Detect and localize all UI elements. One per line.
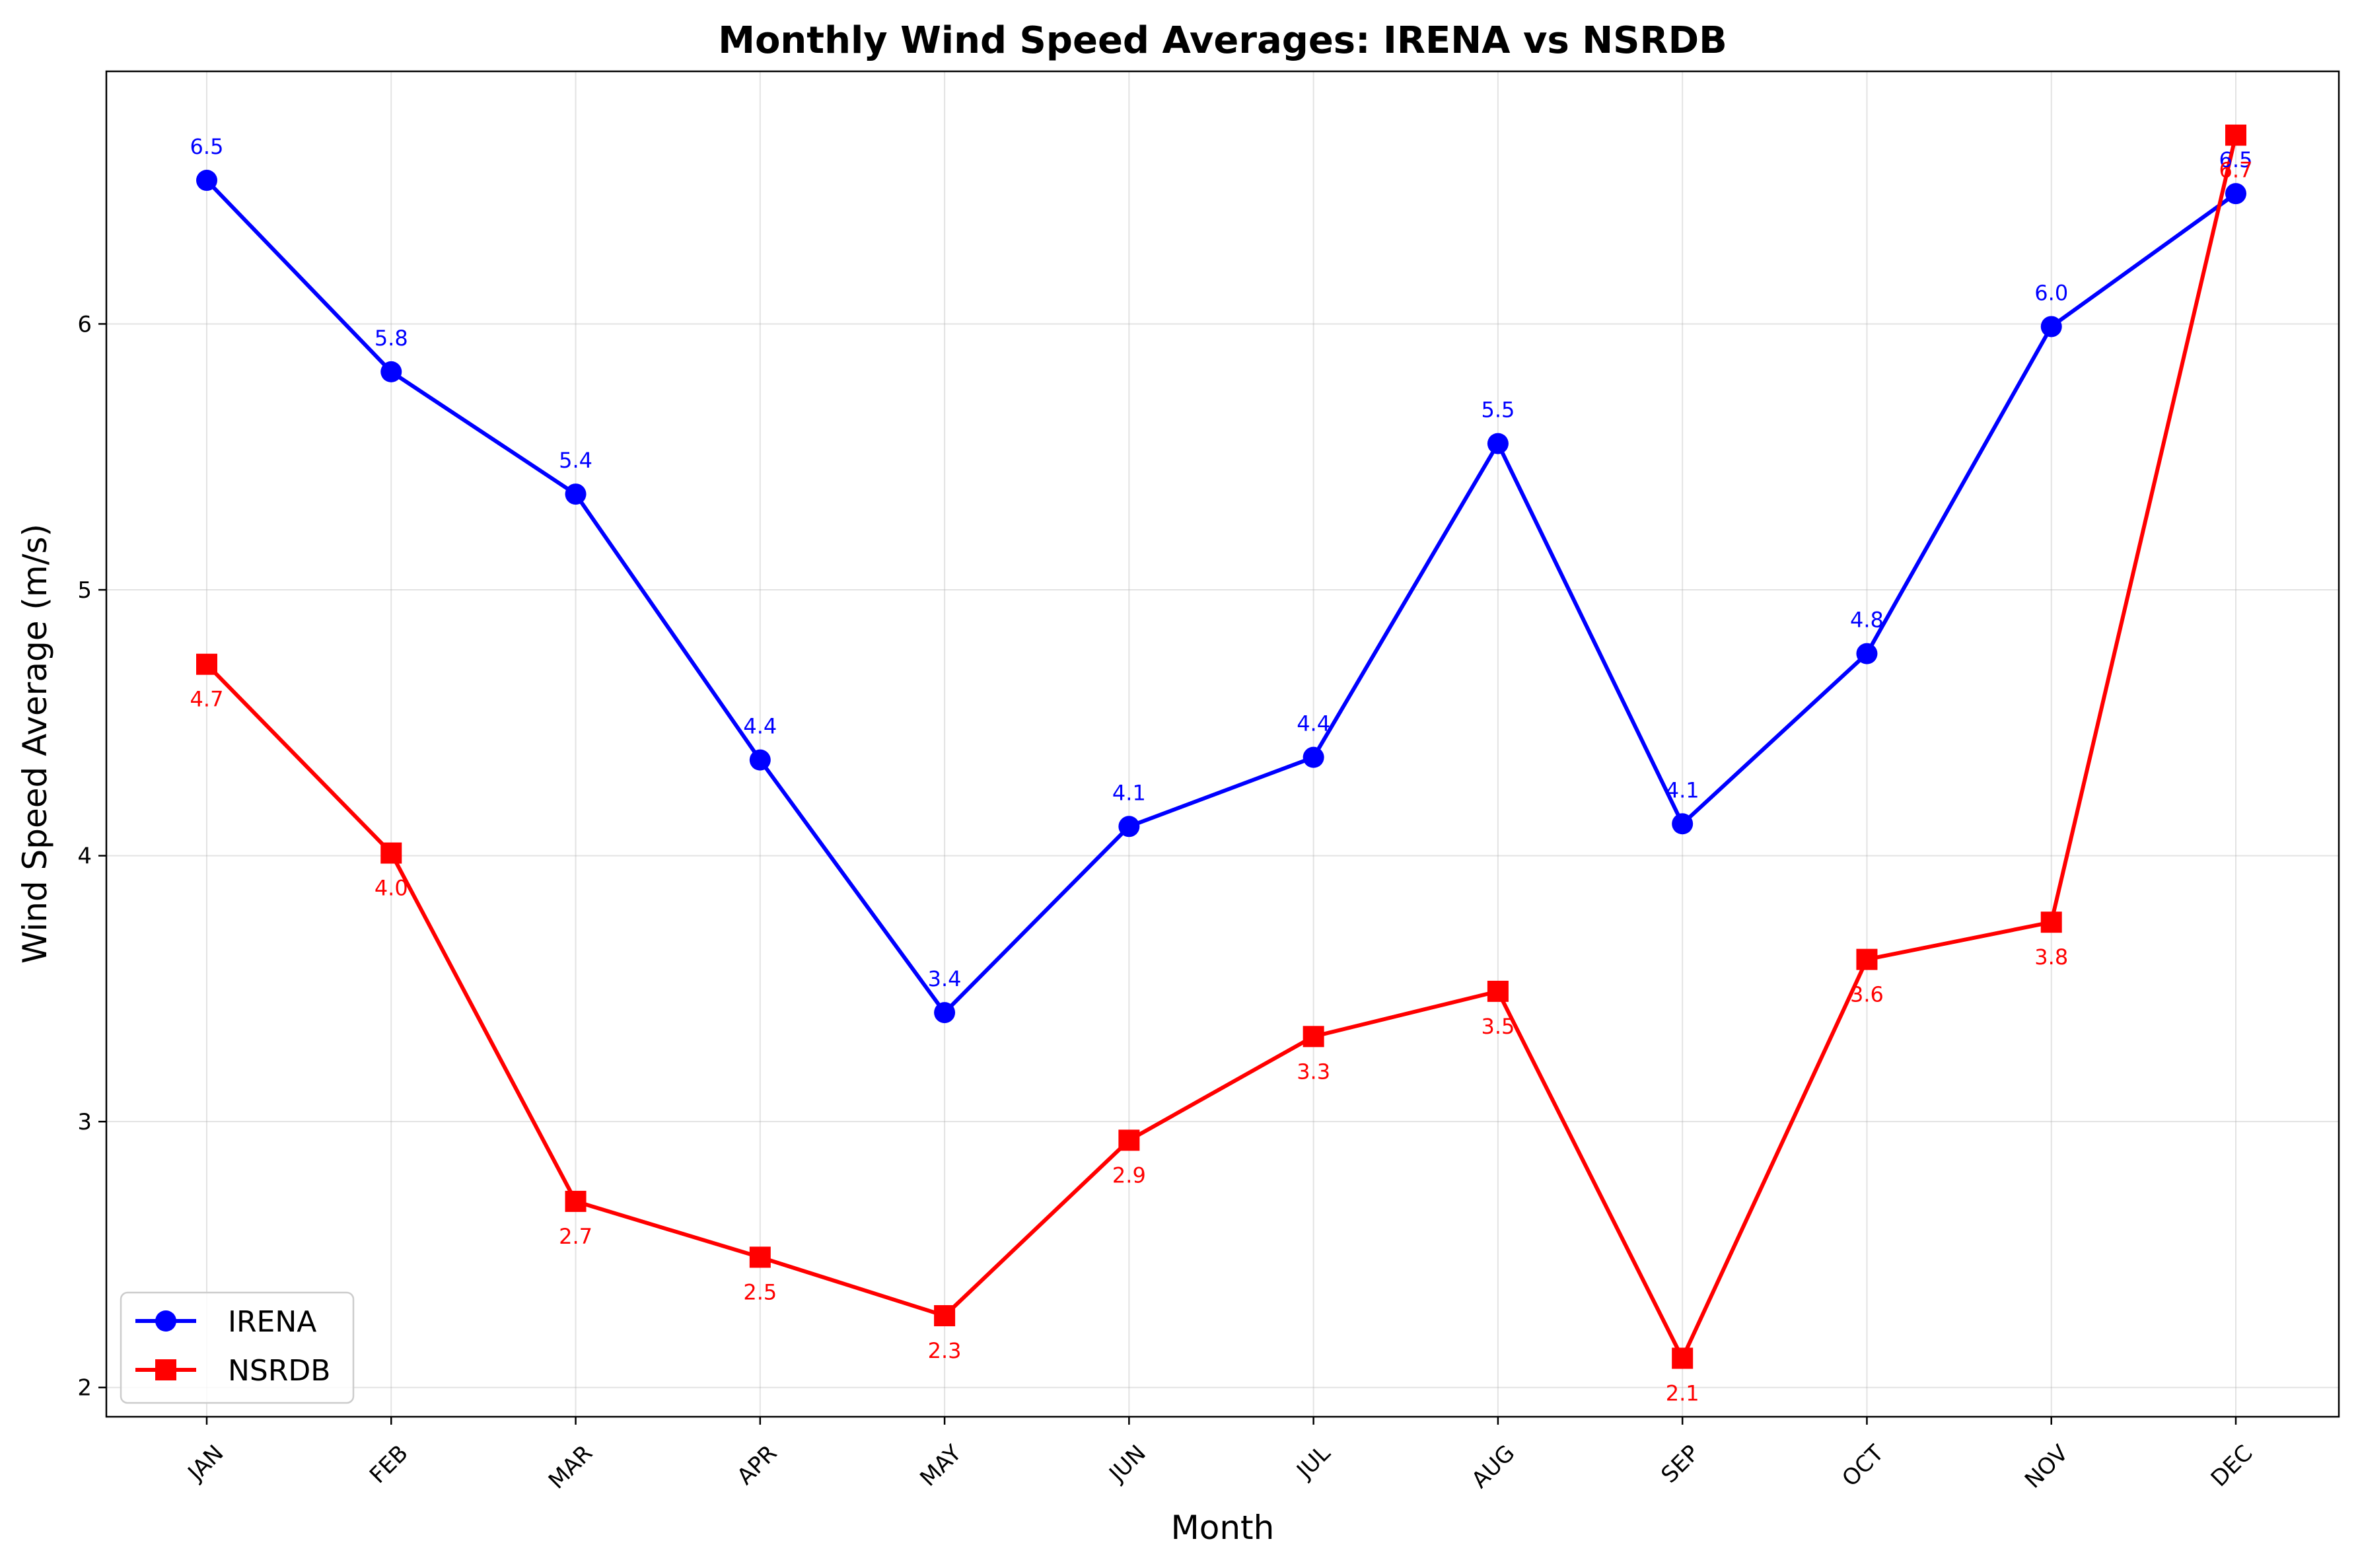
data-point-nsrdb: [196, 653, 217, 675]
data-label-nsrdb: 4.0: [375, 876, 408, 901]
data-label-irena: 3.4: [928, 966, 962, 991]
data-point-irena: [1856, 643, 1878, 664]
data-point-nsrdb: [2040, 911, 2062, 933]
data-point-irena: [380, 361, 402, 382]
legend: IRENA NSRDB: [120, 1291, 355, 1404]
data-label-irena: 5.8: [375, 326, 408, 351]
data-point-nsrdb: [1672, 1347, 1694, 1369]
legend-irena-marker: [155, 1310, 176, 1332]
data-label-nsrdb: 2.1: [1666, 1380, 1699, 1406]
data-point-nsrdb: [1118, 1129, 1140, 1151]
grid-lines: [106, 71, 2339, 1417]
y-tick-label: 4: [77, 843, 92, 870]
data-point-irena: [196, 170, 217, 192]
data-point-nsrdb: [934, 1305, 956, 1327]
data-point-irena: [565, 483, 587, 505]
data-label-nsrdb: 4.7: [190, 687, 224, 712]
plot-frame: [105, 70, 2340, 1418]
data-point-irena: [1118, 816, 1140, 837]
data-point-irena: [1303, 746, 1324, 768]
data-point-nsrdb: [749, 1246, 771, 1268]
legend-irena-label: IRENA: [228, 1305, 316, 1339]
y-axis-label: Wind Speed Average (m/s): [16, 524, 54, 964]
data-label-irena: 4.1: [1666, 777, 1699, 802]
data-label-nsrdb: 3.8: [2034, 944, 2068, 970]
data-label-irena: 4.8: [1850, 608, 1884, 633]
data-point-irena: [1672, 813, 1694, 835]
data-label-irena: 5.4: [559, 448, 592, 473]
legend-nsrdb-marker: [155, 1359, 176, 1380]
data-label-irena: 4.4: [743, 714, 777, 739]
data-point-irena: [2225, 183, 2246, 205]
y-tick-label: 3: [77, 1109, 92, 1135]
y-tick-label: 5: [77, 577, 92, 604]
data-point-nsrdb: [1856, 948, 1878, 970]
data-point-nsrdb: [1487, 980, 1509, 1002]
data-label-nsrdb: 3.6: [1850, 982, 1884, 1007]
legend-nsrdb-label: NSRDB: [228, 1354, 330, 1388]
data-label-nsrdb: 2.3: [928, 1338, 962, 1363]
data-point-irena: [934, 1002, 956, 1024]
data-point-nsrdb: [2225, 124, 2246, 146]
data-label-nsrdb: 6.7: [2219, 158, 2253, 183]
data-label-irena: 5.5: [1481, 398, 1515, 423]
series-layer: [196, 124, 2246, 1369]
y-tick-label: 2: [77, 1375, 92, 1402]
data-label-nsrdb: 3.3: [1297, 1059, 1330, 1084]
data-label-nsrdb: 2.7: [559, 1224, 592, 1249]
x-axis-label: Month: [1171, 1509, 1275, 1547]
data-label-irena: 6.5: [190, 134, 224, 159]
data-label-nsrdb: 3.5: [1481, 1014, 1515, 1039]
y-tick-label: 6: [77, 311, 92, 338]
data-point-irena: [749, 749, 771, 771]
data-label-nsrdb: 2.9: [1112, 1162, 1146, 1188]
data-point-irena: [2040, 316, 2062, 338]
data-labels: 6.5 5.8 5.4 4.4 3.4 4.1 4.4 5.5 4.1 4.8 6.0 6.5 4.7 4…: [190, 134, 2253, 1406]
data-label-irena: 6.5: [2219, 147, 2253, 172]
data-point-nsrdb: [1303, 1026, 1324, 1048]
series-line-irena: [205, 178, 2237, 1015]
data-label-irena: 6.0: [2034, 280, 2068, 305]
series-line-nsrdb: [205, 134, 2238, 1361]
data-point-irena: [1487, 433, 1509, 454]
data-point-nsrdb: [565, 1190, 587, 1212]
data-label-irena: 4.4: [1297, 711, 1330, 736]
data-label-nsrdb: 2.5: [743, 1279, 777, 1304]
data-point-nsrdb: [380, 842, 402, 864]
data-label-irena: 4.1: [1112, 780, 1146, 805]
chart-title: Monthly Wind Speed Averages: IRENA vs NS…: [718, 19, 1727, 62]
